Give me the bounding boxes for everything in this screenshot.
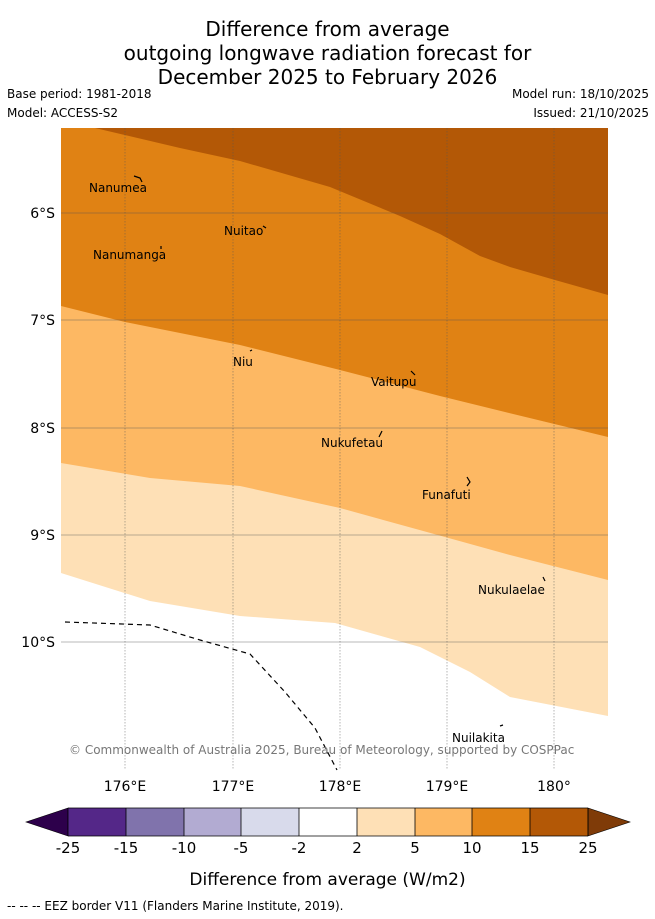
place-label-nuilakita: Nuilakita xyxy=(452,731,505,745)
anomaly-map: Nanumea Nuitao Nanumanga Niu Vaitupu Nuk… xyxy=(21,128,631,857)
title-line-3: December 2025 to February 2026 xyxy=(157,65,498,89)
issued-date: Issued: 21/10/2025 xyxy=(533,106,649,120)
lon-label-180: 180° xyxy=(537,779,571,795)
colorbar-tick-label: -10 xyxy=(172,839,197,857)
colorbar-tick-label: 5 xyxy=(410,839,420,857)
model-name: Model: ACCESS-S2 xyxy=(7,106,119,120)
colorbar-tick-label: -25 xyxy=(56,839,81,857)
colorbar: -25 -15 -10 -5 -2 2 5 10 15 25 xyxy=(25,807,631,857)
place-label-funafuti: Funafuti xyxy=(422,488,471,502)
band-15-25 xyxy=(95,128,608,295)
colorbar-segment-5 xyxy=(299,808,357,836)
colorbar-tick-label: -5 xyxy=(234,839,249,857)
lon-label-178e: 178°E xyxy=(319,779,362,795)
eez-legend-note: -- -- -- EEZ border V11 (Flanders Marine… xyxy=(7,899,344,913)
lon-label-177e: 177°E xyxy=(212,779,255,795)
place-label-nuitao: Nuitao xyxy=(224,224,263,238)
copyright-notice: © Commonwealth of Australia 2025, Bureau… xyxy=(69,743,574,757)
colorbar-segment-4 xyxy=(241,808,299,836)
colorbar-segment-7 xyxy=(415,808,472,836)
colorbar-tick-label: -15 xyxy=(114,839,139,857)
colorbar-tick-label: -2 xyxy=(292,839,307,857)
colorbar-segment-6 xyxy=(357,808,415,836)
lat-label-8s: 8°S xyxy=(30,421,55,437)
colorbar-label: Difference from average (W/m2) xyxy=(189,870,466,890)
colorbar-segment-2 xyxy=(126,808,184,836)
place-label-nanumea: Nanumea xyxy=(89,181,147,195)
contour-fills xyxy=(61,128,608,770)
place-label-vaitupu: Vaitupu xyxy=(371,375,417,389)
eez-border-line xyxy=(64,621,338,771)
model-run-date: Model run: 18/10/2025 xyxy=(511,87,649,101)
graticule xyxy=(61,128,608,770)
lat-label-9s: 9°S xyxy=(30,528,55,544)
lon-label-176e: 176°E xyxy=(104,779,147,795)
colorbar-extend-high xyxy=(587,807,631,837)
chart-title: Difference from average outgoing longwav… xyxy=(0,17,655,89)
lat-label-10s: 10°S xyxy=(21,635,55,651)
colorbar-segment-9 xyxy=(530,808,588,836)
title-line-1: Difference from average xyxy=(205,17,450,41)
lat-label-7s: 7°S xyxy=(30,313,55,329)
place-label-nukulaelae: Nukulaelae xyxy=(478,583,545,597)
islands xyxy=(133,175,546,727)
colorbar-segment-8 xyxy=(472,808,530,836)
colorbar-extend-low xyxy=(25,807,69,837)
colorbar-tick-label: 15 xyxy=(520,839,539,857)
lat-label-6s: 6°S xyxy=(30,206,55,222)
place-label-niu: Niu xyxy=(233,355,253,369)
lon-label-179e: 179°E xyxy=(426,779,469,795)
base-period: Base period: 1981-2018 xyxy=(7,87,152,101)
colorbar-segment-1 xyxy=(68,808,126,836)
title-line-2: outgoing longwave radiation forecast for xyxy=(123,41,532,65)
colorbar-segment-3 xyxy=(184,808,241,836)
colorbar-tick-label: 2 xyxy=(352,839,362,857)
place-label-nukufetau: Nukufetau xyxy=(321,436,383,450)
colorbar-tick-label: 25 xyxy=(578,839,597,857)
place-label-nanumanga: Nanumanga xyxy=(93,248,166,262)
colorbar-tick-label: 10 xyxy=(462,839,481,857)
